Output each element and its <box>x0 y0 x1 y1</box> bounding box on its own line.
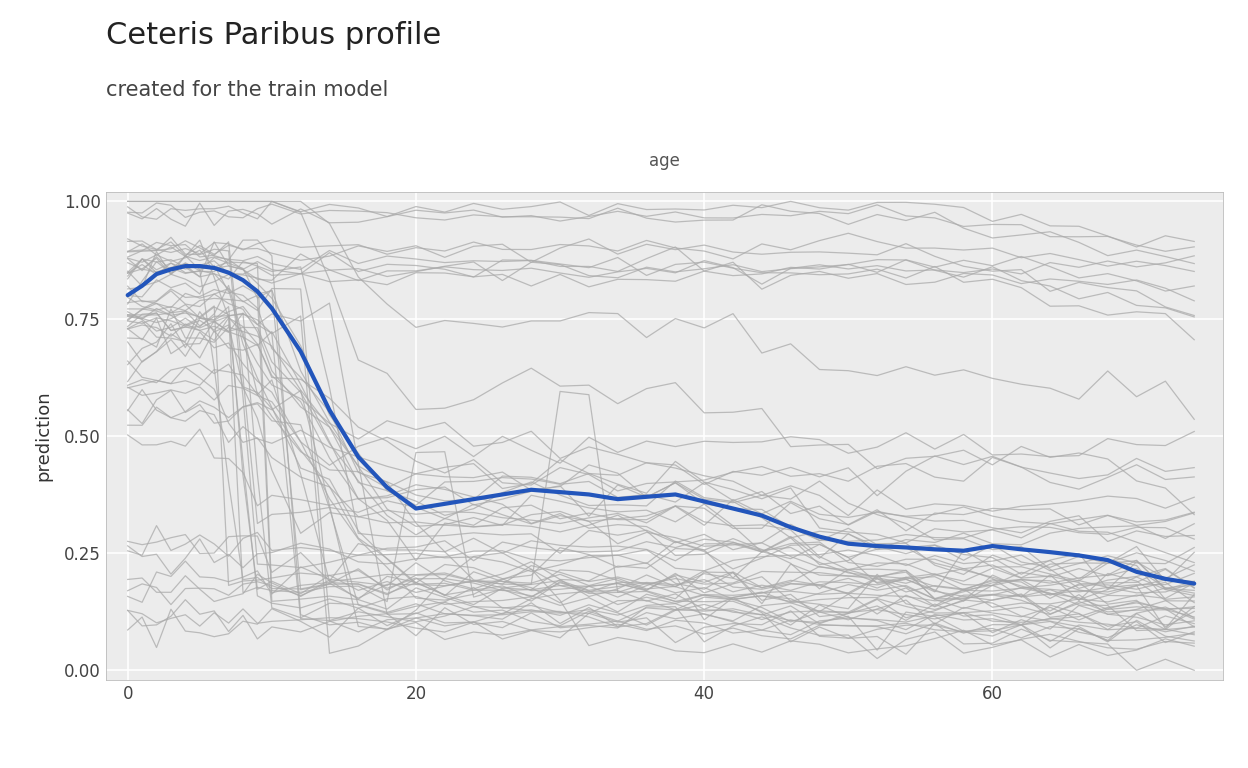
Text: Ceteris Paribus profile: Ceteris Paribus profile <box>106 21 442 50</box>
Text: created for the train model: created for the train model <box>106 80 388 100</box>
Y-axis label: prediction: prediction <box>35 390 52 482</box>
Text: age: age <box>649 152 680 170</box>
